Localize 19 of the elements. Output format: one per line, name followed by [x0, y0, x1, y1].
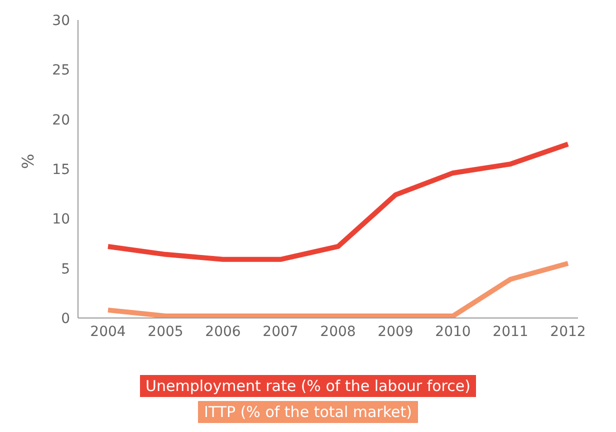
y-tick-label: 30 — [52, 12, 70, 29]
y-tick-label: 5 — [61, 261, 70, 278]
y-tick-label: 10 — [52, 212, 70, 228]
text: Unemployment rate (% of the labour force) — [140, 375, 476, 397]
y-tick-label: 0 — [61, 310, 70, 327]
text: ITTP (% of the total market) — [198, 401, 418, 423]
x-tick-label: 2010 — [435, 324, 471, 340]
y-axis-title: % — [18, 154, 38, 169]
x-tick-label: 2007 — [262, 324, 298, 340]
y-tick-label: 15 — [52, 162, 70, 178]
x-tick-label: 2009 — [378, 324, 414, 340]
x-tick-label: 2008 — [320, 324, 356, 340]
x-tick-label: 2004 — [90, 324, 126, 340]
x-tick-label: 2006 — [205, 324, 241, 340]
y-tick-label: 20 — [52, 112, 70, 128]
x-tick-label: 2005 — [148, 324, 184, 340]
x-tick-label: 2012 — [550, 324, 586, 340]
y-tick-label: 25 — [52, 62, 70, 79]
x-tick-label: 2011 — [492, 324, 528, 340]
